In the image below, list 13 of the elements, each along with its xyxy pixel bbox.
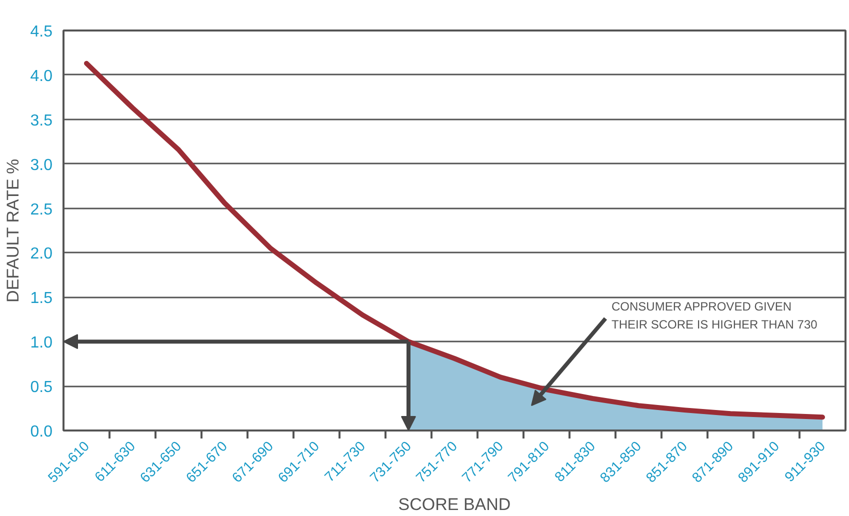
y-tick-label: 3.0 [30, 156, 53, 174]
y-tick-label: 2.5 [30, 201, 53, 218]
annotation: CONSUMER APPROVED GIVEN THEIR SCORE IS HIGHER THAN 730 [612, 299, 818, 332]
y-tick-label: 4.0 [30, 68, 53, 85]
y-tick-label: 3.5 [30, 112, 53, 130]
y-axis-title: DEFAULT RATE % [3, 158, 22, 302]
x-axis-title: SCORE BAND [398, 494, 511, 514]
y-tick-label: 0.0 [30, 424, 53, 440]
y-tick-label: 4.5 [30, 24, 53, 40]
y-tick-label: 2.0 [30, 246, 53, 263]
y-tick-label: 1.5 [30, 290, 53, 308]
y-tick-label: 1.0 [30, 334, 53, 352]
y-tick-label: 0.5 [30, 379, 53, 396]
